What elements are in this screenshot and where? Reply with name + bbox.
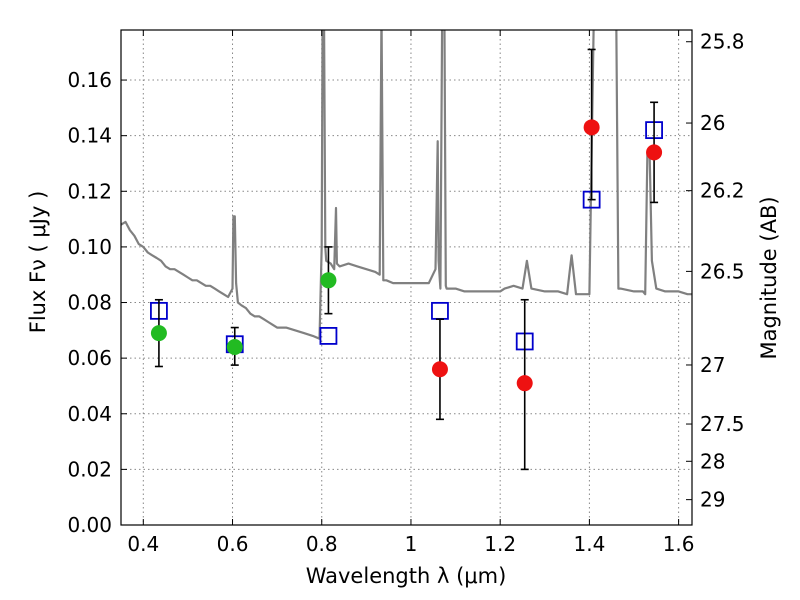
x-axis-label: Wavelength λ (μm) [306,564,507,588]
y2-tick-label: 27 [700,353,725,377]
y-tick-label: 0.08 [67,291,112,315]
y2-tick-label: 27.5 [700,412,745,436]
y2-tick-label: 29 [700,488,725,512]
model-square-marker [319,326,338,345]
y-tick-label: 0.04 [67,402,112,426]
y2-tick-label: 25.8 [700,30,745,54]
y2-axis-label: Magnitude (AB) [757,196,781,359]
plot-frame [120,29,693,526]
y2-tick-label: 26 [700,111,725,135]
green-data-point [226,339,243,356]
red-data-point [646,144,663,161]
y-tick-label: 0.10 [67,235,112,259]
red-data-point [583,119,600,136]
data-markers [150,48,663,471]
x-tick-label: 0.8 [306,532,338,556]
x-tick-label: 1 [405,532,418,556]
green-data-point [320,272,337,289]
green-data-point [150,325,167,342]
red-data-point [431,361,448,378]
x-tick-label: 1.2 [484,532,516,556]
x-axis-ticks: 0.4 0.6 0.8 1 1.2 1.4 1.6 [127,30,695,556]
y2-tick-label: 26.2 [700,179,745,203]
x-tick-label: 1.6 [663,532,695,556]
plot-background [121,30,692,525]
y-tick-label: 0.06 [67,346,112,370]
model-spectrum [121,30,692,340]
x-tick-label: 0.6 [217,532,249,556]
y-tick-label: 0.02 [67,457,112,481]
model-spectrum-line [121,30,692,340]
y-axis-label: Flux Fν ( μJy ) [26,191,50,334]
y-tick-label: 0.12 [67,179,112,203]
y2-tick-label: 26.5 [700,259,745,283]
x-tick-label: 0.4 [127,532,159,556]
y2-tick-label: 28 [700,449,725,473]
y-tick-label: 0.16 [67,68,112,92]
y-axis-ticks: 0.00 0.02 0.04 0.06 0.08 0.10 0.12 0.14 0.16 [67,68,127,537]
y-tick-label: 0.00 [67,513,112,537]
x-tick-label: 1.4 [573,532,605,556]
y-tick-label: 0.14 [67,124,112,148]
y2-axis-ticks: 25.8 26 26.2 26.5 27 27.5 28 29 [686,30,745,512]
red-data-point [516,375,533,392]
